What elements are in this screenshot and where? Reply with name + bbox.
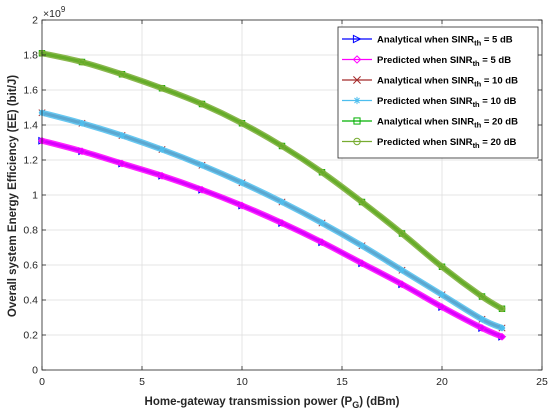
series-layer [38,49,507,341]
y-tick-label: 1.8 [23,50,38,62]
y-tick-label: 0.8 [23,225,38,237]
series-point [238,119,246,127]
legend-marker [353,117,361,125]
legend-label: Predicted when SINRth = 10 dB [377,96,516,109]
series-point [198,100,206,108]
legend-entry-2: Predicted when SINRth = 5 dB [342,55,511,68]
series-point [398,230,406,237]
series-point [358,242,366,249]
y-tick-label: 0 [32,365,38,377]
legend-entry-4: Predicted when SINRth = 10 dB [342,96,516,109]
legend-label: Predicted when SINRth = 20 dB [377,137,516,150]
series-point [478,324,486,332]
series-point [198,185,206,194]
legend-entry-5: Analytical when SINRth = 20 dB [342,117,518,130]
series-point [278,142,286,150]
y-tick-label: 0.4 [23,295,38,307]
series-line [39,137,505,340]
series-point [318,168,326,176]
series-point [478,293,486,300]
series-point [158,146,166,153]
ticks [41,19,543,371]
series-point [318,238,326,247]
x-tick-label: 15 [336,376,348,388]
series-point [238,179,246,186]
y-tick-label: 0.2 [23,330,38,342]
series-point [158,84,166,92]
y-tick-labels: 0 0.2 0.4 0.6 0.8 1 1.2 1.4 1.6 1.8 2 [23,15,38,377]
series-point [118,132,126,139]
series-point [78,120,86,127]
legend: Analytical when SINRth = 5 dB Predicted w… [337,26,539,159]
series-point [398,267,406,274]
series-point [498,305,506,313]
legend-marker [352,55,362,64]
series-point [398,280,406,289]
series-2 [38,136,506,341]
series-point [478,316,486,323]
legend-marker [353,96,361,105]
y-tick-label: 2 [32,15,38,27]
legend-marker [352,34,362,44]
y-multiplier: ×109 [43,5,66,20]
x-tick-label: 25 [536,376,548,388]
series-point [278,219,286,227]
x-tick-label: 0 [39,376,45,388]
series-point [118,70,126,78]
series-point [78,58,86,66]
series-point [438,263,446,271]
y-axis-label: Overall system Energy Efficiency (EE) (b… [7,75,19,317]
x-axis-label: Home-gateway transmission power (PG) (dB… [145,396,400,410]
legend-entry-3: Analytical when SINRth = 10 dB [342,76,518,89]
series-point [358,198,366,206]
legend-label: Analytical when SINRth = 20 dB [377,117,518,130]
x-tick-labels: 0 5 10 15 20 25 [39,376,548,388]
series-point [358,259,366,268]
series-point [278,198,286,206]
series-line [39,50,505,312]
series-point [238,201,246,210]
legend-label: Predicted when SINRth = 5 dB [377,55,511,68]
series-point [438,303,446,311]
y-tick-label: 0.6 [23,260,38,272]
x-tick-label: 5 [139,376,145,388]
series-point [118,159,126,168]
series-point [78,147,86,156]
legend-box [337,26,539,159]
y-tick-label: 1.4 [23,120,38,132]
legend-marker [353,137,361,146]
series-6 [38,49,506,313]
legend-marker [353,76,361,84]
series-point [158,171,166,180]
series-point [438,291,446,298]
legend-entry-6: Predicted when SINRth = 20 dB [342,137,516,150]
series-point [318,219,326,227]
x-tick-label: 20 [436,376,448,388]
series-point [498,332,506,341]
y-tick-label: 1 [32,190,38,202]
series-point [198,162,206,169]
series-point [498,324,506,332]
legend-label: Analytical when SINRth = 5 dB [377,35,513,48]
series-4 [38,109,506,332]
y-tick-label: 1.2 [23,155,38,167]
y-tick-label: 1.6 [23,85,38,97]
legend-entry-1: Analytical when SINRth = 5 dB [342,35,513,48]
x-tick-label: 10 [236,376,248,388]
legend-label: Analytical when SINRth = 10 dB [377,76,518,89]
